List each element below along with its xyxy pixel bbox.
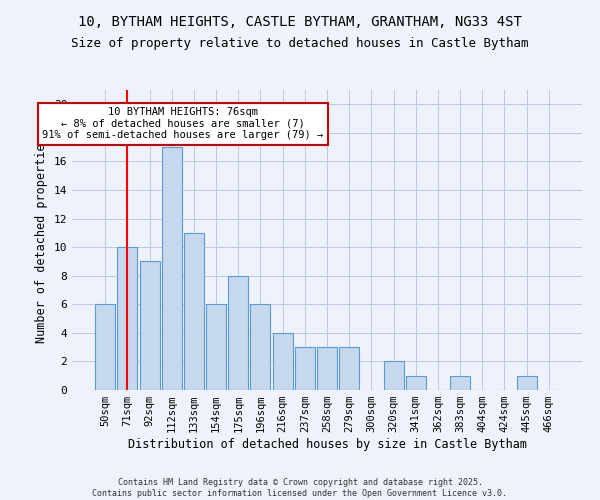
Bar (406, 376, 426, 390)
Bar (450, 376, 470, 390)
Text: Size of property relative to detached houses in Castle Bytham: Size of property relative to detached ho… (71, 38, 529, 51)
Bar (317, 347, 337, 390)
Bar (383, 362, 404, 390)
Bar (95, 304, 115, 390)
X-axis label: Distribution of detached houses by size in Castle Bytham: Distribution of detached houses by size … (128, 438, 527, 451)
Bar (228, 276, 248, 390)
Bar (162, 147, 182, 390)
Bar (140, 262, 160, 390)
Text: 10 BYTHAM HEIGHTS: 76sqm
← 8% of detached houses are smaller (7)
91% of semi-det: 10 BYTHAM HEIGHTS: 76sqm ← 8% of detache… (42, 107, 323, 140)
Bar (206, 304, 226, 390)
Bar (295, 347, 315, 390)
Bar (517, 376, 536, 390)
Text: Contains HM Land Registry data © Crown copyright and database right 2025.
Contai: Contains HM Land Registry data © Crown c… (92, 478, 508, 498)
Bar (250, 304, 271, 390)
Text: 10, BYTHAM HEIGHTS, CASTLE BYTHAM, GRANTHAM, NG33 4ST: 10, BYTHAM HEIGHTS, CASTLE BYTHAM, GRANT… (78, 15, 522, 29)
Bar (118, 247, 137, 390)
Bar (184, 233, 204, 390)
Y-axis label: Number of detached properties: Number of detached properties (35, 136, 48, 344)
Bar (339, 347, 359, 390)
Bar (272, 333, 293, 390)
